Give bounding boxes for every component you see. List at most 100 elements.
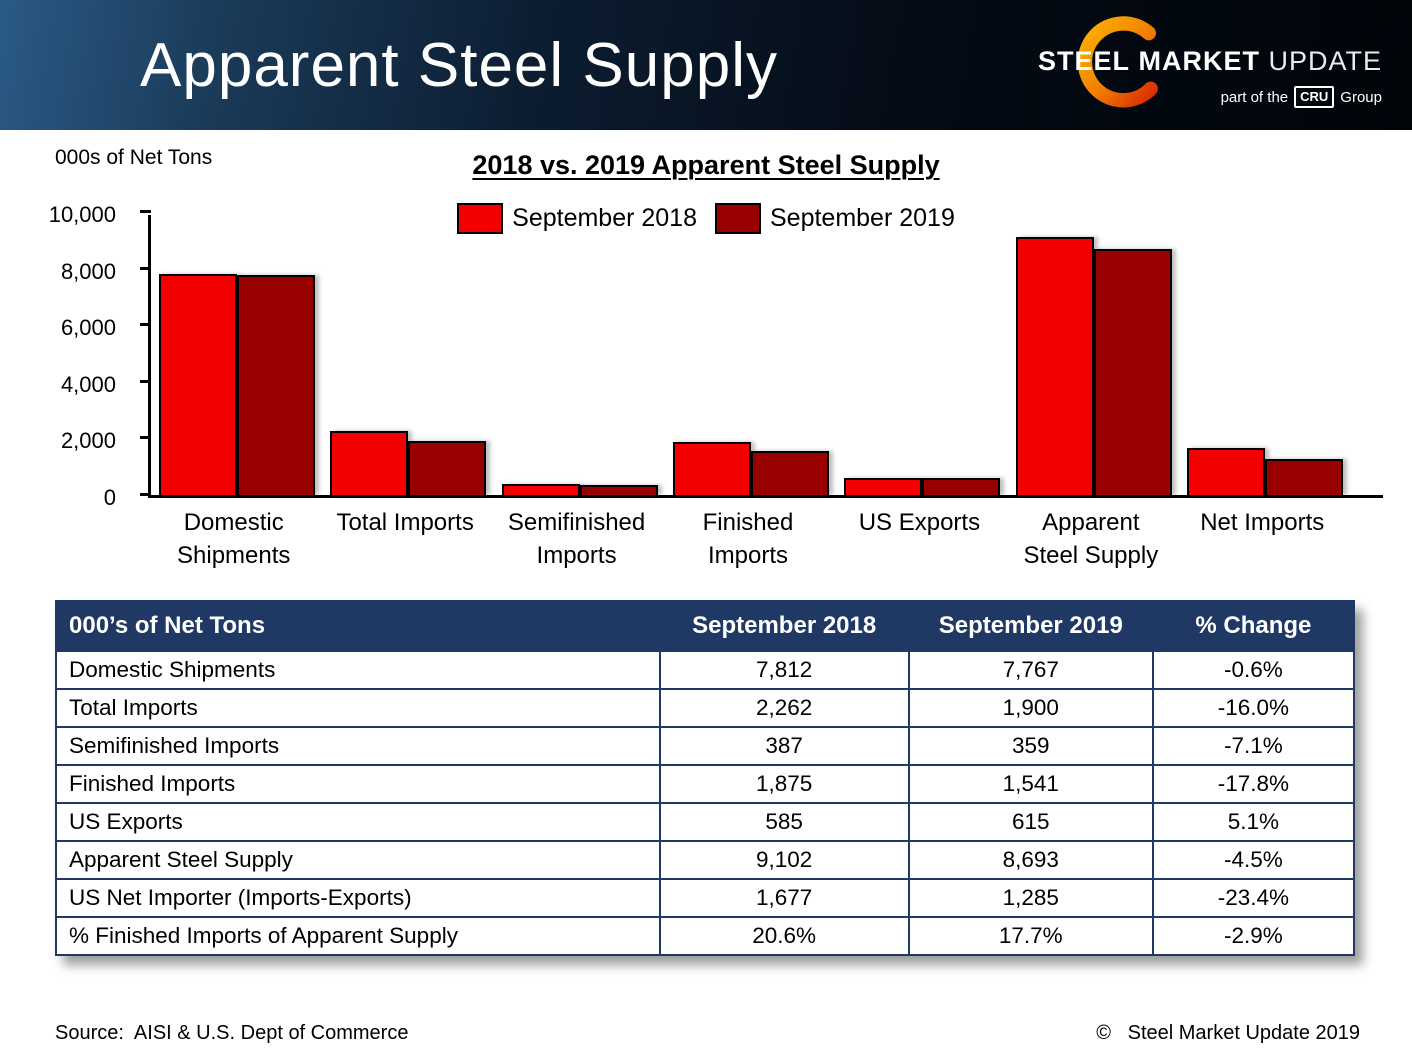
y-axis-tick-label: 2,000	[60, 428, 116, 453]
column-header: % Change	[1151, 600, 1356, 652]
table-cell: 585	[658, 802, 910, 842]
table-row: Finished Imports 1,875 1,541 -17.8%	[55, 764, 1356, 804]
bar-september-2018	[1187, 448, 1266, 495]
table-cell: -17.8%	[1151, 764, 1356, 804]
table-cell: -7.1%	[1151, 726, 1356, 766]
y-axis-tick	[140, 380, 151, 383]
table-cell: US Net Importer (Imports-Exports)	[55, 878, 661, 918]
legend-label: September 2018	[512, 204, 697, 232]
x-axis-category-label: Apparent Steel Supply	[1023, 509, 1159, 570]
y-axis-tick	[140, 210, 151, 213]
table-cell: Semifinished Imports	[55, 726, 661, 766]
chart-legend: September 2018 September 2019	[0, 203, 1412, 234]
table-cell: 8,693	[907, 840, 1154, 880]
bar-group	[1008, 237, 1179, 495]
legend-label: September 2019	[770, 204, 955, 232]
legend-swatch	[457, 203, 504, 234]
table-cell: 2,262	[658, 688, 910, 728]
logo-swirl-icon	[1077, 16, 1158, 108]
table-cell: % Finished Imports of Apparent Supply	[55, 916, 661, 956]
bar-september-2018	[672, 442, 751, 495]
legend-swatch	[715, 203, 761, 234]
table-cell: 20.6%	[658, 916, 910, 956]
table-cell: -0.6%	[1151, 650, 1356, 690]
table-cell: -16.0%	[1151, 688, 1356, 728]
table-cell: Apparent Steel Supply	[55, 840, 661, 880]
table-cell: Total Imports	[55, 688, 661, 728]
bar-september-2019	[750, 451, 829, 495]
table-cell: 1,875	[658, 764, 910, 804]
y-axis-tick-label: 10,000	[48, 202, 116, 227]
bar-group	[1180, 448, 1351, 495]
table-cell: Finished Imports	[55, 764, 661, 804]
logo-word-steel: STEEL	[1037, 46, 1130, 76]
source-note: Source: AISI & U.S. Dept of Commerce	[55, 1022, 409, 1044]
x-axis-category-label: Total Imports	[336, 509, 474, 536]
table-cell: Domestic Shipments	[55, 650, 661, 690]
bar-september-2018	[158, 274, 237, 495]
table-cell: 1,285	[907, 878, 1154, 918]
plot-area	[140, 210, 1383, 498]
smu-logo: STEEL MARKET UPDATE part of the CRU Grou…	[1034, 10, 1384, 122]
bar-september-2019	[1093, 249, 1172, 495]
y-axis-tick-label: 4,000	[60, 372, 116, 397]
column-header: 000’s of Net Tons	[55, 600, 661, 652]
table-row: Total Imports 2,262 1,900 -16.0%	[55, 688, 1356, 728]
x-axis-category-label: Semifinished Imports	[507, 509, 646, 570]
chart-title: 2018 vs. 2019 Apparent Steel Supply	[472, 150, 940, 180]
logo-tagline-prefix: part of the	[1220, 88, 1289, 106]
bar-september-2018	[330, 431, 409, 495]
table-cell: 1,541	[907, 764, 1154, 804]
bar-group	[151, 274, 322, 495]
y-axis-tick-label: 0	[103, 485, 116, 510]
bar-september-2018	[501, 484, 580, 495]
y-axis: 0 2,000 4,000 6,000 8,000 10,000	[26, 202, 130, 510]
copyright-note: © Steel Market Update 2019	[1096, 1022, 1360, 1044]
plot-wrapper: 0 2,000 4,000 6,000 8,000 10,000	[49, 202, 1383, 510]
column-header: September 2018	[658, 600, 910, 652]
page-title: Apparent Steel Supply	[140, 31, 778, 100]
bar-september-2019	[1265, 459, 1344, 495]
table-row: US Exports 585 615 5.1%	[55, 802, 1356, 842]
table-cell: 17.7%	[907, 916, 1154, 956]
column-header: September 2019	[907, 600, 1154, 652]
table-row: Semifinished Imports 387 359 -7.1%	[55, 726, 1356, 766]
bar-september-2018	[1015, 237, 1094, 495]
plot-bars	[151, 212, 1351, 495]
bar-group	[494, 484, 665, 495]
table-cell: 1,677	[658, 878, 910, 918]
y-axis-unit-label: 000s of Net Tons	[55, 146, 213, 169]
bar-group	[665, 442, 836, 495]
table-row: US Net Importer (Imports-Exports) 1,677 1,…	[55, 878, 1356, 918]
logo-word-update: UPDATE	[1268, 46, 1382, 76]
header-banner: Apparent Steel Supply STEEL MARKET UPDAT…	[0, 0, 1412, 130]
y-axis-tick-label: 8,000	[60, 259, 116, 284]
y-axis-tick	[140, 323, 151, 326]
table-cell: -23.4%	[1151, 878, 1356, 918]
bar-september-2019	[408, 441, 487, 495]
logo-tagline: part of the CRU Group	[1221, 86, 1382, 108]
bar-september-2019	[579, 485, 658, 495]
x-axis-category-label: Net Imports	[1200, 509, 1325, 536]
bar-group	[322, 431, 493, 495]
table-row: Apparent Steel Supply 9,102 8,693 -4.5%	[55, 840, 1356, 880]
table-cell: -2.9%	[1151, 916, 1356, 956]
logo-tagline-suffix: Group	[1340, 88, 1382, 106]
table-cell: 9,102	[658, 840, 910, 880]
x-axis-labels: Domestic Shipments Total Imports Semifinis…	[148, 506, 1348, 572]
logo-wordmark: STEEL MARKET UPDATE	[1034, 46, 1382, 77]
y-axis-tick-label: 6,000	[60, 315, 116, 340]
bar-september-2019	[922, 478, 1001, 495]
data-table: 000’s of Net Tons September 2018 September…	[55, 600, 1356, 956]
logo-word-market: MARKET	[1138, 46, 1260, 76]
y-axis-tick	[140, 493, 151, 496]
table-cell: 7,812	[658, 650, 910, 690]
legend-item: September 2019	[715, 203, 955, 234]
table-cell: 615	[907, 802, 1154, 842]
table-section: 000’s of Net Tons September 2018 September…	[55, 600, 1356, 956]
table-cell: -4.5%	[1151, 840, 1356, 880]
table-row: % Finished Imports of Apparent Supply 20.…	[55, 916, 1356, 956]
bar-group	[837, 478, 1008, 495]
y-axis-tick	[140, 436, 151, 439]
table-cell: 5.1%	[1151, 802, 1356, 842]
